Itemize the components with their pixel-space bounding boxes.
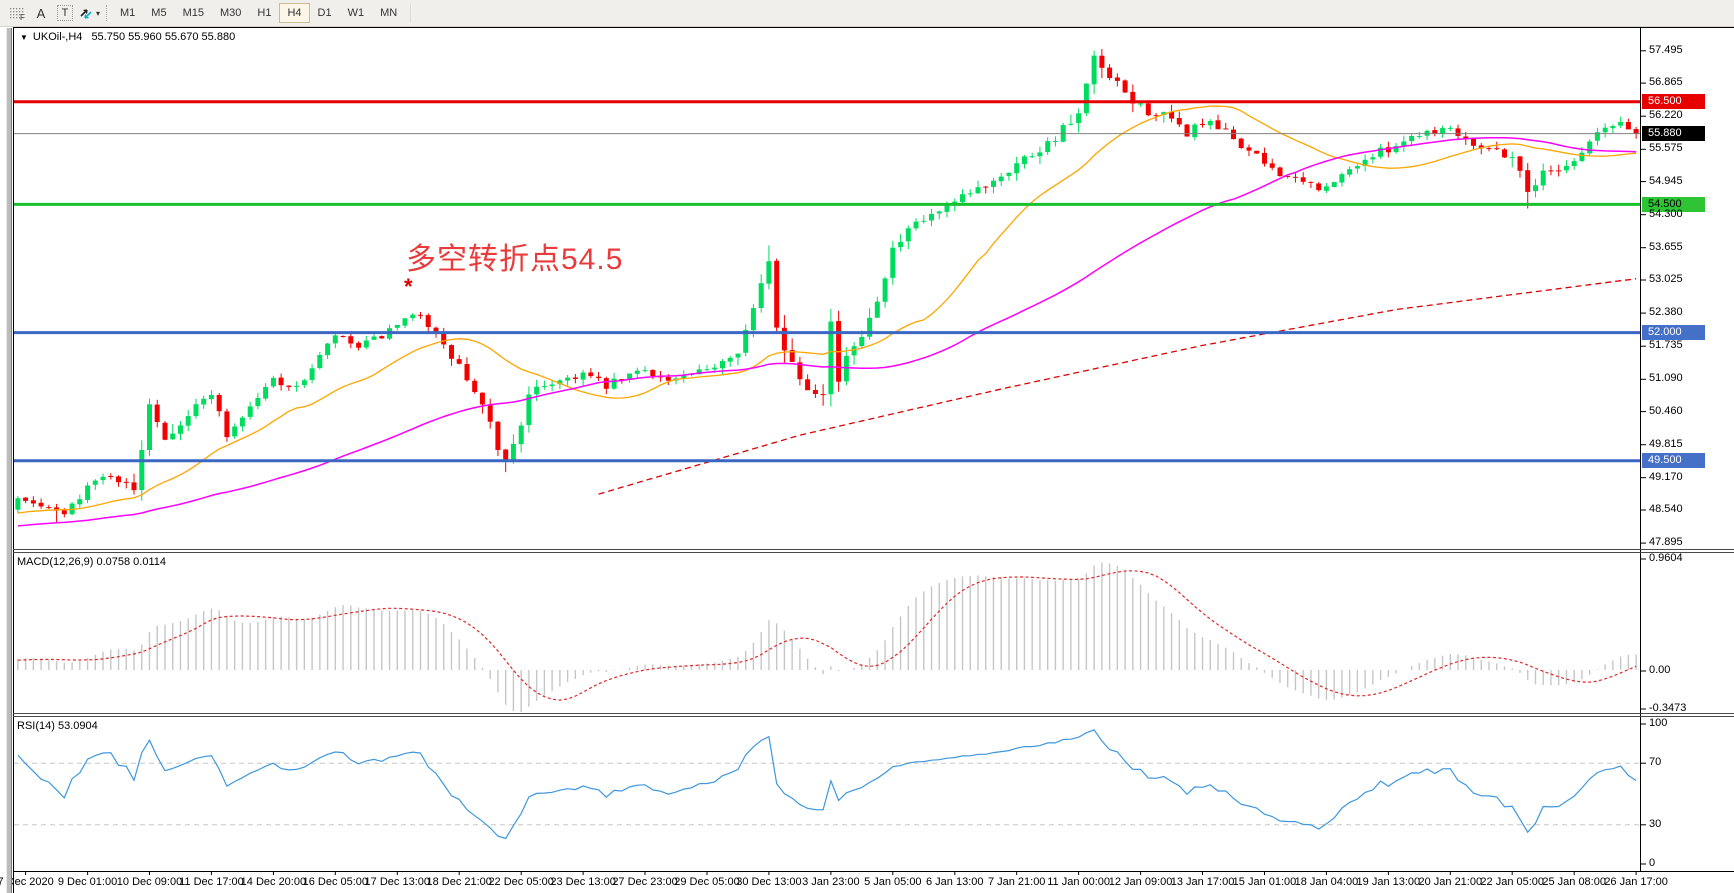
price-tick-label: 53.025 xyxy=(1649,273,1683,286)
timeframe-button-m5[interactable]: M5 xyxy=(151,7,167,19)
time-axis-label: 7 Jan 21:00 xyxy=(987,876,1046,888)
time-axis-label: 13 Jan 17:00 xyxy=(1170,876,1235,888)
timeframe-button-m30[interactable]: M30 xyxy=(219,7,242,19)
time-axis-label: 11 Jan 00:00 xyxy=(1047,876,1111,888)
price-tick-label: 51.735 xyxy=(1649,339,1683,352)
price-tick-label: 52.380 xyxy=(1649,306,1683,319)
price-tick-label: 47.895 xyxy=(1649,536,1683,549)
macd-axis-label: 0.00 xyxy=(1649,664,1671,676)
timeframe-button-h1[interactable]: H1 xyxy=(257,7,272,19)
price-tick-label: 51.090 xyxy=(1649,372,1683,385)
macd-panel[interactable] xyxy=(17,562,1637,713)
ma-fast-line xyxy=(17,105,1637,514)
toolbar: F A T ▾ M1 M5 M15 M30 H1 H4 D1 W1 MN xyxy=(0,0,1734,27)
time-axis-label: 16 Dec 05:00 xyxy=(302,876,369,888)
price-tick-label: 48.540 xyxy=(1649,503,1683,516)
toolbar-separator xyxy=(106,5,108,21)
timeframe-button-m1[interactable]: M1 xyxy=(120,7,136,19)
price-tick-label: 57.495 xyxy=(1649,43,1683,56)
macd-axis-label: -0.3473 xyxy=(1649,702,1687,714)
timeframe-button-d1[interactable]: D1 xyxy=(317,7,332,19)
main-chart-panel[interactable] xyxy=(14,49,1640,527)
symbol-dropdown-icon[interactable]: ▼ xyxy=(20,32,28,42)
price-tick-label: 54.945 xyxy=(1649,174,1683,187)
time-axis-label: 18 Dec 21:00 xyxy=(426,876,492,888)
time-axis-label: 19 Jan 13:00 xyxy=(1356,876,1421,888)
time-axis-label: 27 Dec 23:00 xyxy=(612,876,678,888)
ma-mid-line xyxy=(17,136,1637,527)
cycle-arrows-icon xyxy=(80,8,92,19)
rsi-axis-label: 0 xyxy=(1649,857,1656,869)
time-axis-label: 25 Jan 08:00 xyxy=(1542,876,1606,888)
time-axis-label: 5 Jan 05:00 xyxy=(864,876,922,888)
ma-slow-line xyxy=(598,278,1637,495)
time-axis-label: 26 Jan 17:00 xyxy=(1604,876,1668,888)
rsi-panel[interactable] xyxy=(14,729,1640,840)
time-axis-label: 20 Jan 21:00 xyxy=(1418,876,1483,888)
timeframe-button-mn[interactable]: MN xyxy=(380,7,398,19)
window-borders xyxy=(13,27,1734,893)
price-level-badge: 49.500 xyxy=(1642,453,1705,469)
price-tick-label: 49.170 xyxy=(1649,470,1683,483)
price-level-badge: 52.000 xyxy=(1642,325,1705,341)
ohlc-values: 55.750 55.960 55.670 55.880 xyxy=(91,31,236,43)
grid-f-icon xyxy=(10,7,24,18)
time-axis-label: 15 Jan 01:00 xyxy=(1232,876,1297,888)
price-tick-label: 49.815 xyxy=(1649,437,1683,450)
time-axis-label: 22 Jan 05:00 xyxy=(1480,876,1545,888)
rsi-axis-label: 30 xyxy=(1649,817,1662,830)
dropdown-caret-icon: ▾ xyxy=(96,8,101,18)
toolbar-separator xyxy=(410,3,412,23)
time-axis-label: 12 Jan 09:00 xyxy=(1108,876,1173,888)
rsi-line xyxy=(17,729,1637,840)
price-tick-label: 50.460 xyxy=(1649,404,1683,417)
annotation-text[interactable]: 多空转折点54.5 xyxy=(406,243,624,276)
time-axis-label: 23 Dec 13:00 xyxy=(550,876,616,888)
time-axis-label: 18 Jan 04:00 xyxy=(1294,876,1359,888)
chart-title: ▼ UKOil-,H4 55.750 55.960 55.670 55.880 xyxy=(20,31,235,43)
macd-indicator-label: MACD(12,26,9) 0.0758 0.0114 xyxy=(17,556,166,568)
rsi-axis-label: 70 xyxy=(1649,756,1662,769)
price-level-badge: 56.500 xyxy=(1642,94,1705,110)
time-axis-label: 11 Dec 17:00 xyxy=(179,876,244,888)
time-axis-label: 10 Dec 09:00 xyxy=(116,876,183,888)
time-axis-label: 29 Dec 05:00 xyxy=(674,876,740,888)
time-axis-label: 22 Dec 05:00 xyxy=(488,876,554,888)
toolbar-button-cycle-arrows[interactable]: ▾ xyxy=(77,3,101,24)
macd-axis-label: 0.9604 xyxy=(1649,552,1683,564)
chart-marker[interactable]: * xyxy=(404,274,413,299)
timeframe-button-m15[interactable]: M15 xyxy=(182,7,204,19)
time-axis-label: 3 Jan 23:00 xyxy=(802,876,860,888)
current-price-badge: 55.880 xyxy=(1642,126,1705,142)
time-axis-label: 14 Dec 20:00 xyxy=(240,876,307,888)
timeframe-button-w1[interactable]: W1 xyxy=(347,7,365,19)
toolbar-button-indicator-grid[interactable]: F xyxy=(5,3,29,24)
price-tick-label: 56.220 xyxy=(1649,109,1683,122)
time-axis-label: 7 Dec 2020 xyxy=(0,876,54,888)
time-axis-label: 17 Dec 13:00 xyxy=(364,876,430,888)
time-axis-label: 9 Dec 01:00 xyxy=(57,876,118,888)
toolbar-button-text-a[interactable]: A xyxy=(36,5,46,21)
price-tick-label: 54.300 xyxy=(1649,207,1683,220)
macd-signal-line xyxy=(17,570,1637,701)
price-tick-label: 55.575 xyxy=(1649,142,1683,155)
price-level-badge: 54.500 xyxy=(1642,196,1705,212)
time-axis-label: 6 Jan 13:00 xyxy=(926,876,984,888)
symbol-label: UKOil-,H4 xyxy=(32,31,83,43)
price-tick-label: 53.655 xyxy=(1649,240,1683,253)
rsi-axis-label: 100 xyxy=(1649,717,1668,729)
time-axis-label: 30 Dec 13:00 xyxy=(736,876,802,888)
window-edge xyxy=(6,28,12,893)
rsi-indicator-label: RSI(14) 53.0904 xyxy=(17,720,98,732)
price-tick-label: 56.865 xyxy=(1649,76,1683,89)
candles-layer xyxy=(15,49,1639,523)
toolbar-button-text-box[interactable]: T xyxy=(53,3,77,24)
timeframe-button-h4[interactable]: H4 xyxy=(279,3,310,23)
